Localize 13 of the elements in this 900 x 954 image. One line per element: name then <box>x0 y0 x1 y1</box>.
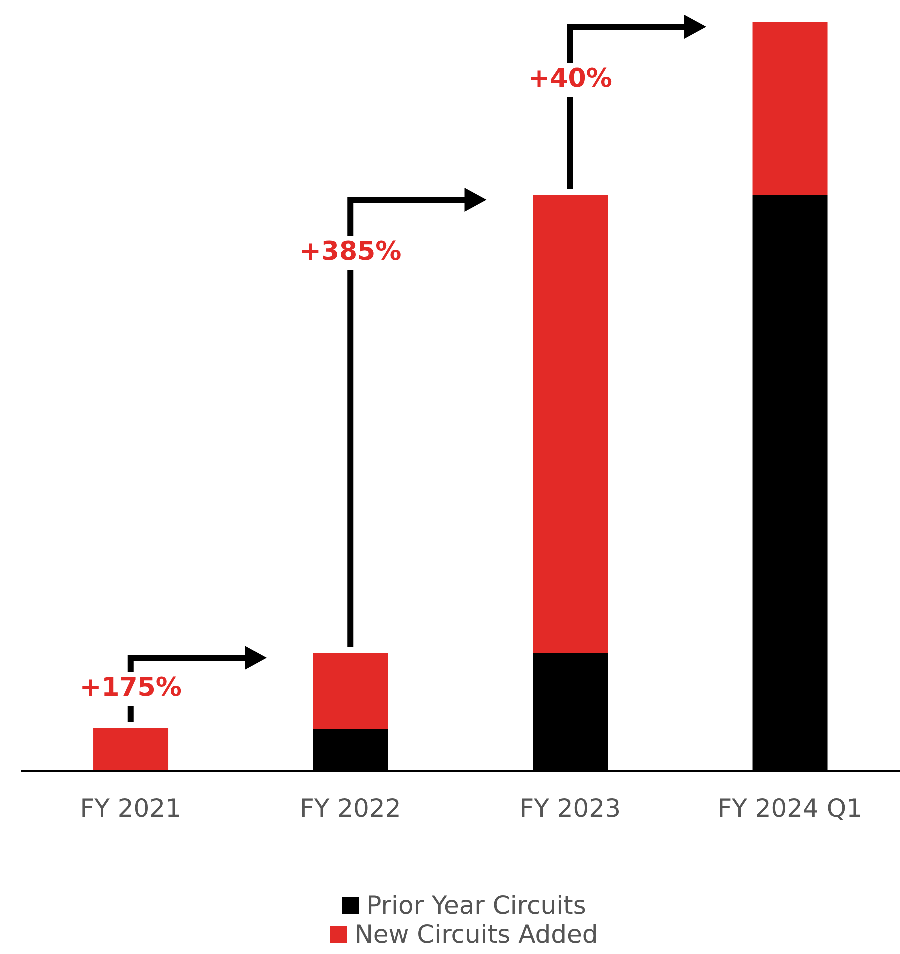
x-tick-label: FY 2021 <box>80 794 182 823</box>
legend-label: New Circuits Added <box>354 920 598 949</box>
annotation: +385% <box>300 237 402 268</box>
annotation: +40% <box>528 64 612 94</box>
bar <box>533 195 608 654</box>
bar <box>94 728 169 771</box>
annotation: +175% <box>80 673 182 704</box>
bar <box>752 22 828 196</box>
legend-label: Prior Year Circuits <box>366 891 586 920</box>
x-tick-label: FY 2024 Q1 <box>718 794 863 823</box>
x-tick-label: FY 2022 <box>300 794 402 823</box>
x-tick-label: FY 2023 <box>520 794 621 823</box>
bar <box>313 653 388 730</box>
